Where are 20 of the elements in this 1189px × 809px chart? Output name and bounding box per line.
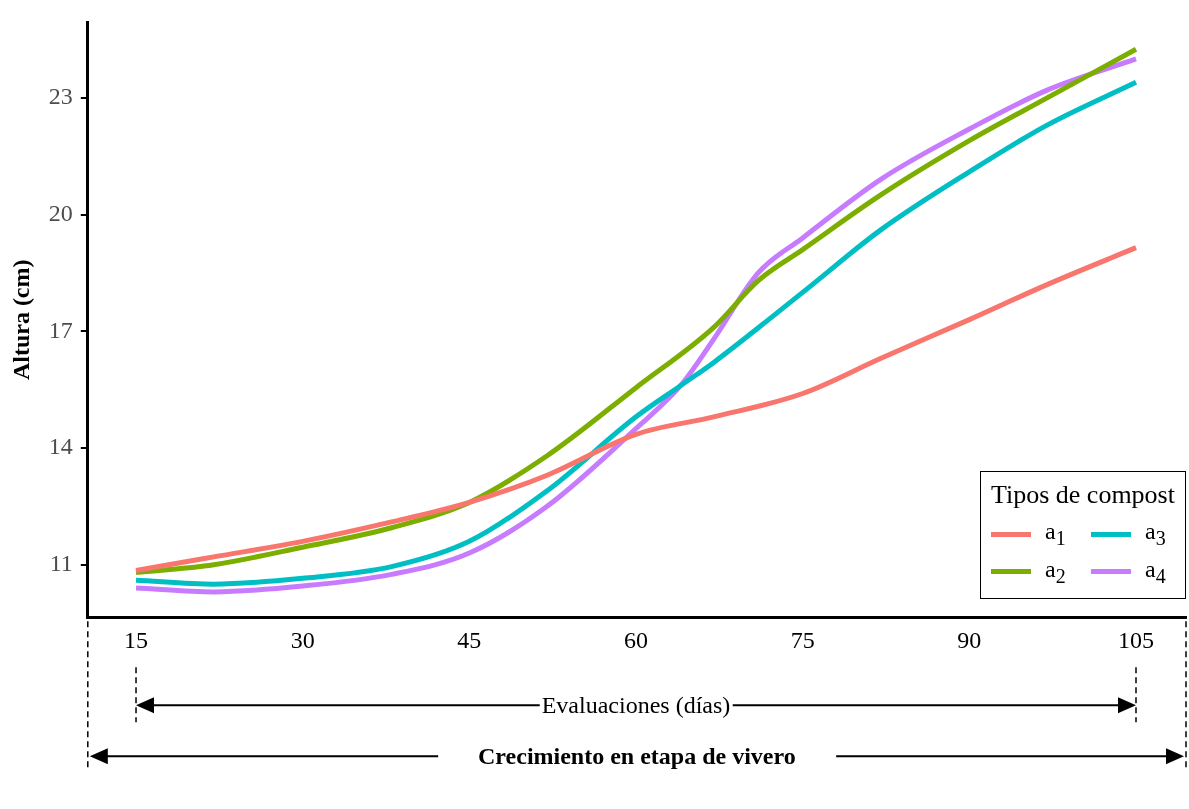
x-tick-label: 90 [957,626,982,653]
legend-label: a$_{4}$ [1144,555,1166,588]
y-tick-label: 11 [49,549,73,576]
legend-label: a$_{3}$ [1144,518,1166,550]
y-tick-label: 20 [48,199,73,226]
legend-title: Tipos de compost [991,480,1175,511]
text: Crecimiento en etapa de vivero [438,742,836,770]
x-tick-label: 30 [290,626,315,653]
y-tick-label: 23 [48,83,73,110]
x-tick-label: 105 [1118,626,1154,653]
y-axis-title: Altura (cm) [7,259,34,381]
x-tick-label: 15 [124,626,149,653]
x-tick-label: 60 [624,626,649,653]
x-axis-title: Evaluaciones (días) [539,691,733,719]
legend-label: a$_{2}$ [1045,555,1066,588]
y-tick-label: 14 [48,433,73,460]
x-tick-label: 45 [457,626,482,653]
x-tick-label: 75 [790,626,815,653]
legend-label: a$_{1}$ [1045,518,1066,550]
y-tick-label: 17 [48,316,73,343]
